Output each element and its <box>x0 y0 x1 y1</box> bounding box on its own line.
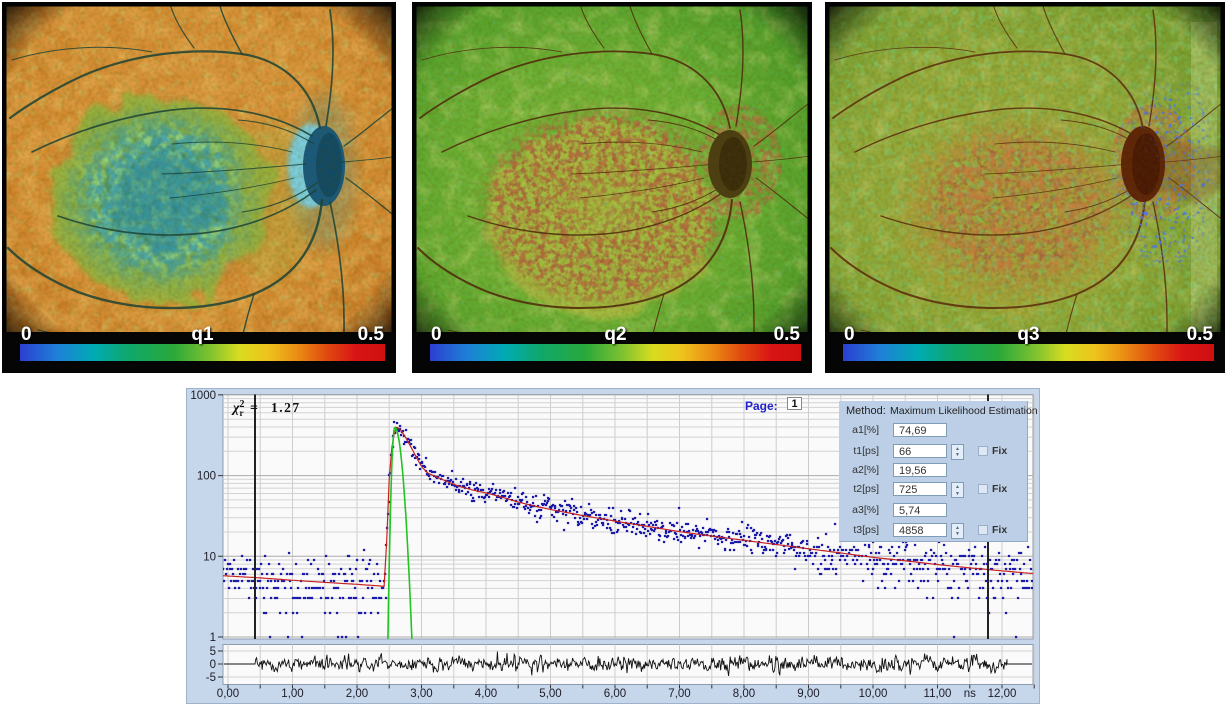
svg-text:0: 0 <box>431 324 442 345</box>
svg-text:100: 100 <box>197 471 216 483</box>
svg-text:1000: 1000 <box>190 390 216 402</box>
svg-text:7,00: 7,00 <box>668 688 690 700</box>
svg-text:9,00: 9,00 <box>797 688 819 700</box>
svg-text:q3: q3 <box>1017 324 1039 345</box>
svg-text:1,00: 1,00 <box>281 688 303 700</box>
svg-text:6,00: 6,00 <box>604 688 626 700</box>
svg-text:-5: -5 <box>206 672 216 684</box>
svg-text:3,00: 3,00 <box>410 688 432 700</box>
svg-text:1: 1 <box>210 632 216 644</box>
svg-text:q2: q2 <box>604 324 626 345</box>
svg-text:5: 5 <box>210 646 216 658</box>
svg-text:q1: q1 <box>191 324 214 345</box>
svg-text:0: 0 <box>210 659 216 671</box>
svg-text:0: 0 <box>844 324 855 345</box>
svg-text:0.5: 0.5 <box>774 324 801 345</box>
svg-text:0: 0 <box>21 324 32 345</box>
svg-text:0.5: 0.5 <box>1187 324 1214 345</box>
svg-text:0.5: 0.5 <box>358 324 385 345</box>
svg-text:10,00: 10,00 <box>859 688 888 700</box>
svg-text:10: 10 <box>203 551 216 563</box>
svg-text:4,00: 4,00 <box>475 688 497 700</box>
svg-text:11,00: 11,00 <box>924 688 952 700</box>
svg-text:12,00: 12,00 <box>988 688 1017 700</box>
svg-text:2,00: 2,00 <box>346 688 368 700</box>
svg-text:ns: ns <box>964 688 976 700</box>
svg-text:0,00: 0,00 <box>217 688 239 700</box>
svg-text:5,00: 5,00 <box>539 688 561 700</box>
svg-text:8,00: 8,00 <box>733 688 755 700</box>
